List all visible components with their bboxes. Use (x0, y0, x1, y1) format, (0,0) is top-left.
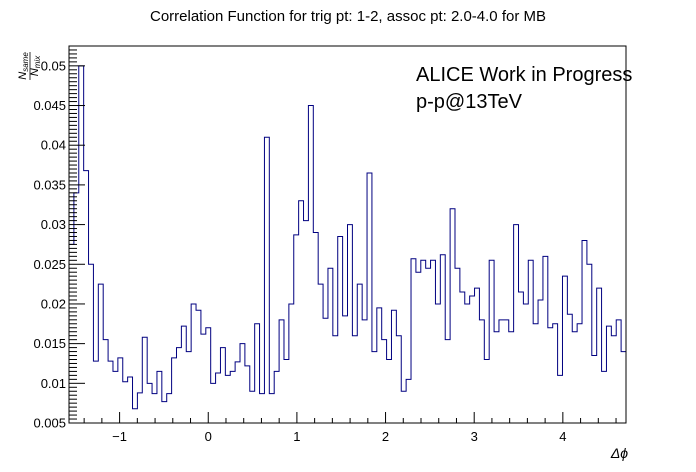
y-axis-label-numerator: Nsame (17, 52, 30, 80)
y-tick-label: 0.01 (41, 376, 66, 391)
series-histogram-line (69, 65, 626, 410)
x-tick-label: 1 (293, 429, 300, 444)
x-axis-ticks (83, 412, 617, 423)
y-axis-tick-labels: 0.005 0.01 0.015 0.02 0.025 0.03 0.035 0.04 0.04… (33, 58, 66, 430)
y-numerator-symbol: N (17, 72, 29, 80)
x-tick-label: −1 (112, 429, 127, 444)
x-tick-label: 4 (559, 429, 566, 444)
y-tick-label: 0.03 (41, 217, 66, 232)
y-tick-label: 0.025 (33, 257, 66, 272)
plot-frame (68, 45, 627, 424)
y-tick-label: 0.04 (41, 138, 66, 153)
x-tick-label: 0 (205, 429, 212, 444)
y-denominator-symbol: N (29, 68, 41, 76)
x-tick-label: 2 (382, 429, 389, 444)
y-tick-label: 0.015 (33, 336, 66, 351)
y-denominator-subscript: mix (33, 55, 42, 68)
x-axis-tick-labels: −1 0 1 2 3 4 (112, 429, 566, 444)
y-tick-label: 0.02 (41, 296, 66, 311)
x-tick-label: 3 (471, 429, 478, 444)
chart-title: Correlation Function for trig pt: 1-2, a… (150, 8, 546, 25)
y-tick-label: 0.005 (33, 416, 66, 431)
y-axis-label: Nsame Nmix (17, 52, 42, 80)
y-numerator-subscript: same (21, 52, 30, 72)
annotation-collision: p-p@13TeV (416, 91, 523, 113)
x-axis-label: Δϕ (610, 445, 628, 461)
y-axis-label-denominator: Nmix (29, 55, 42, 76)
y-tick-label: 0.05 (41, 58, 66, 73)
y-tick-label: 0.035 (33, 177, 66, 192)
y-axis-ticks (69, 45, 85, 424)
y-tick-label: 0.045 (33, 98, 66, 113)
annotation-alice: ALICE Work in Progress (416, 64, 632, 86)
